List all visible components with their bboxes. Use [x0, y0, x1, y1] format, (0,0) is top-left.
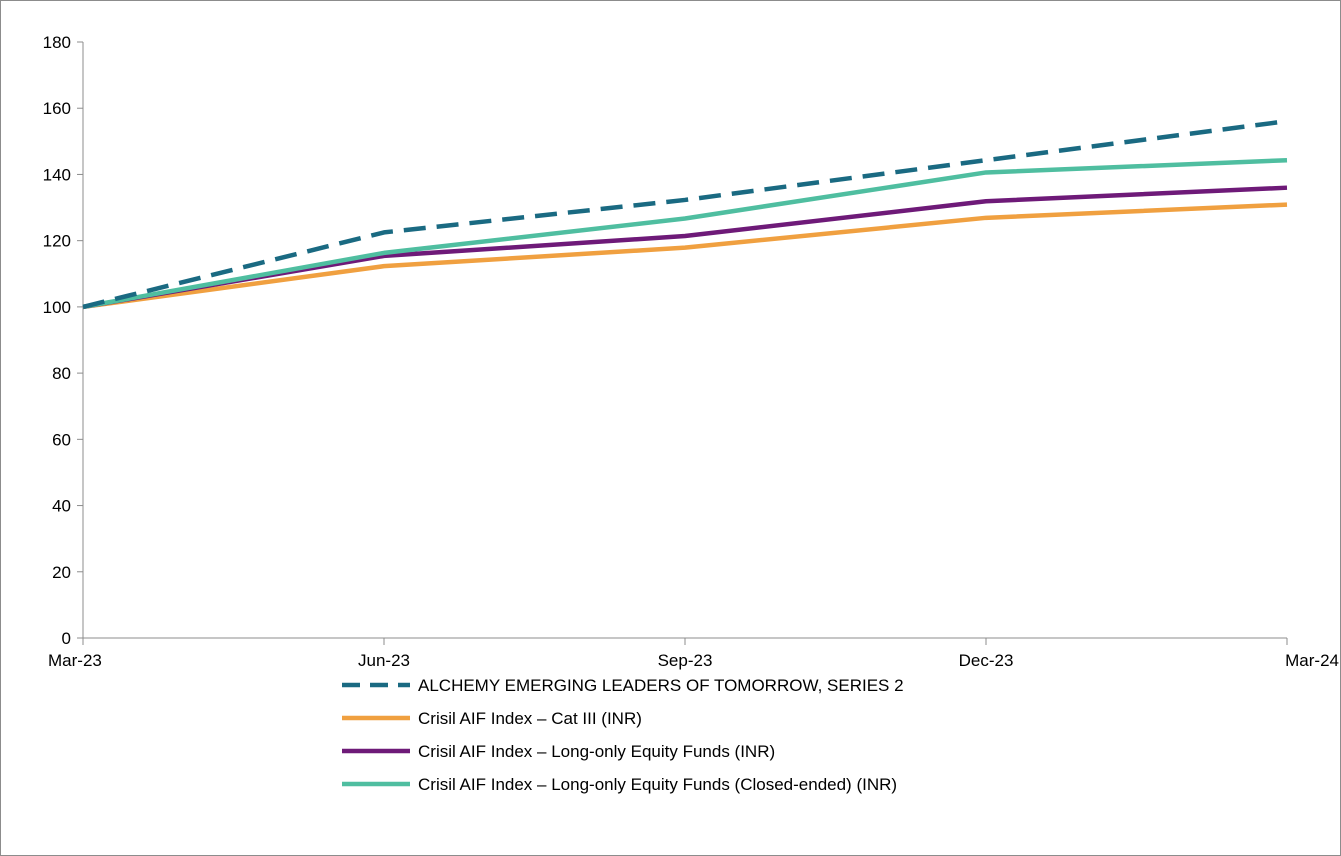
legend-label-1: ALCHEMY EMERGING LEADERS OF TOMORROW, SE…: [418, 676, 904, 695]
x-tick-label: Mar-23: [48, 651, 102, 670]
series-line-1: [82, 118, 1288, 310]
x-axis: Mar-23 Jun-23 Sep-23 Dec-23 Mar-24: [48, 637, 1339, 670]
y-tick-label: 120: [43, 232, 71, 251]
x-tick-label: Mar-24: [1285, 651, 1339, 670]
series-line-2: [82, 202, 1288, 310]
x-tick-label: Sep-23: [658, 651, 713, 670]
legend-label-2: Crisil AIF Index – Cat III (INR): [418, 709, 642, 728]
x-tick-label: Jun-23: [358, 651, 410, 670]
series-line-4: [82, 157, 1288, 310]
y-tick-label: 60: [52, 430, 71, 449]
y-tick-label: 80: [52, 364, 71, 383]
y-tick-label: 180: [43, 33, 71, 52]
y-tick-label: 40: [52, 497, 71, 516]
series-lines: [82, 118, 1288, 310]
y-tick-label: 140: [43, 165, 71, 184]
y-axis: 0 20 40 60 80 100 120 140 160 180: [43, 33, 84, 648]
legend-label-4: Crisil AIF Index – Long-only Equity Fund…: [418, 775, 897, 794]
legend: ALCHEMY EMERGING LEADERS OF TOMORROW, SE…: [342, 676, 904, 794]
y-tick-label: 100: [43, 298, 71, 317]
y-tick-label: 20: [52, 563, 71, 582]
y-tick-label: 0: [62, 629, 71, 648]
y-tick-label: 160: [43, 99, 71, 118]
legend-label-3: Crisil AIF Index – Long-only Equity Fund…: [418, 742, 775, 761]
x-tick-label: Dec-23: [959, 651, 1014, 670]
